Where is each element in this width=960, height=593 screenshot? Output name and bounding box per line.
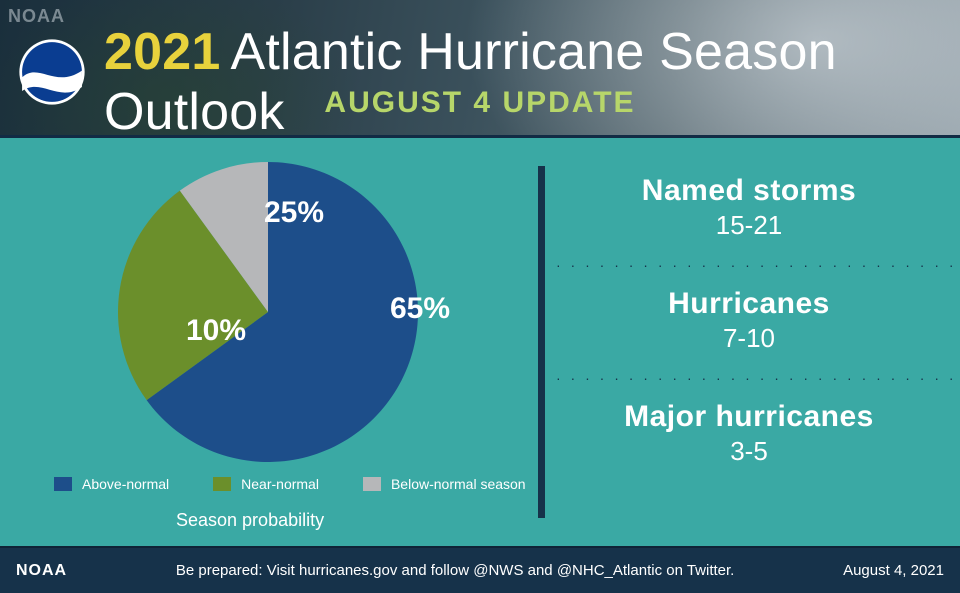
page-title: 2021Atlantic Hurricane Season Outlook	[104, 22, 950, 142]
pie-label-below: 10%	[186, 314, 246, 348]
infographic-root: NOAA 2021Atlantic Hurricane Season Outlo…	[0, 0, 960, 593]
header-banner: NOAA 2021Atlantic Hurricane Season Outlo…	[0, 0, 960, 138]
legend-swatch	[363, 477, 381, 491]
title-year: 2021	[104, 23, 220, 81]
pie-legend: Above-normal Near-normal Below-normal seas…	[54, 476, 526, 492]
legend-swatch	[54, 477, 72, 491]
legend-item-near: Near-normal	[213, 476, 319, 492]
legend-label: Below-normal season	[391, 476, 526, 492]
pie-caption: Season probability	[176, 510, 324, 531]
vertical-divider	[538, 166, 545, 518]
footer-right: August 4, 2021	[843, 562, 944, 579]
stat-major-hurricanes: Major hurricanes 3-5	[624, 400, 874, 467]
stats-panel: Named storms 15-21 · · · · · · · · · · ·…	[538, 138, 960, 546]
body-panel: 65% 25% 10% Above-normal Near-normal Below-n…	[0, 138, 960, 546]
stat-value: 7-10	[668, 323, 830, 354]
legend-swatch	[213, 477, 231, 491]
stat-named-storms: Named storms 15-21	[642, 174, 856, 241]
legend-label: Above-normal	[82, 476, 169, 492]
pie-label-near: 25%	[264, 196, 324, 230]
stat-title: Hurricanes	[668, 287, 830, 321]
stat-title: Major hurricanes	[624, 400, 874, 434]
footer-bar: NOAA Be prepared: Visit hurricanes.gov a…	[0, 546, 960, 593]
divider-dots: · · · · · · · · · · · · · · · · · · · · …	[541, 370, 956, 386]
stat-hurricanes: Hurricanes 7-10	[668, 287, 830, 354]
stat-value: 3-5	[624, 436, 874, 467]
legend-label: Near-normal	[241, 476, 319, 492]
stat-value: 15-21	[642, 210, 856, 241]
footer-center: Be prepared: Visit hurricanes.gov and fo…	[67, 562, 843, 579]
subtitle: AUGUST 4 UPDATE	[0, 86, 960, 120]
divider-dots: · · · · · · · · · · · · · · · · · · · · …	[541, 257, 956, 273]
noaa-watermark: NOAA	[8, 6, 65, 27]
stat-title: Named storms	[642, 174, 856, 208]
pie-panel: 65% 25% 10% Above-normal Near-normal Below-n…	[0, 138, 538, 546]
footer-left: NOAA	[16, 562, 67, 580]
legend-item-above: Above-normal	[54, 476, 169, 492]
legend-item-below: Below-normal season	[363, 476, 526, 492]
pie-label-above: 65%	[390, 292, 450, 326]
